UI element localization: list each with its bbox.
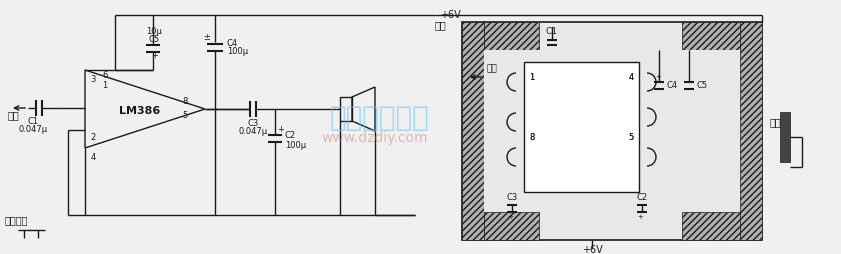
Bar	[484, 212, 539, 240]
Text: 8: 8	[529, 133, 535, 141]
Text: 1: 1	[103, 81, 108, 89]
Text: C3: C3	[247, 119, 259, 129]
Text: www.dzdiy.com: www.dzdiy.com	[322, 131, 428, 145]
Text: C2: C2	[637, 193, 648, 201]
Text: 地线夹子: 地线夹子	[5, 215, 29, 225]
Text: 地线: 地线	[435, 20, 447, 30]
Text: 100μ: 100μ	[227, 47, 248, 56]
Text: C4: C4	[227, 39, 238, 47]
Bar	[340, 97, 352, 121]
Text: 2: 2	[90, 134, 96, 142]
Bar	[780, 112, 790, 162]
Text: 4: 4	[628, 72, 633, 82]
Text: 1: 1	[529, 72, 535, 82]
Text: +: +	[655, 74, 661, 80]
Text: C4: C4	[667, 81, 678, 89]
Text: 5: 5	[182, 112, 188, 120]
Text: C5: C5	[149, 36, 160, 44]
Bar	[524, 62, 639, 192]
Text: +6V: +6V	[440, 10, 461, 20]
Bar	[484, 50, 740, 212]
Text: 5: 5	[628, 133, 633, 141]
Text: C3: C3	[506, 193, 517, 201]
Bar	[462, 22, 484, 240]
Text: 探针: 探针	[8, 110, 19, 120]
Text: 0.047μ: 0.047μ	[19, 124, 48, 134]
Text: C1: C1	[546, 27, 558, 37]
Text: +: +	[507, 214, 513, 220]
Text: 8: 8	[529, 133, 535, 141]
Bar	[484, 22, 539, 50]
Bar	[682, 22, 740, 50]
Text: LM386: LM386	[119, 106, 161, 116]
Text: C1: C1	[28, 117, 39, 125]
Bar	[524, 62, 639, 192]
Text: 4: 4	[628, 72, 633, 82]
Bar	[682, 212, 740, 240]
Text: 电子制作天地: 电子制作天地	[331, 104, 430, 132]
Text: 5: 5	[628, 133, 633, 141]
Text: 负极: 负极	[770, 117, 782, 127]
Text: +: +	[637, 214, 643, 220]
Text: 100μ: 100μ	[285, 140, 306, 150]
Text: 3: 3	[90, 75, 96, 85]
Text: 0.047μ: 0.047μ	[239, 128, 267, 136]
Bar	[462, 22, 762, 240]
Text: 4: 4	[90, 153, 96, 163]
Text: +6V: +6V	[582, 245, 602, 254]
Bar	[740, 22, 762, 240]
Text: +: +	[277, 125, 284, 135]
Text: 6: 6	[103, 71, 108, 80]
Text: C5: C5	[697, 81, 708, 89]
Text: +: +	[151, 51, 158, 59]
Text: C2: C2	[285, 132, 296, 140]
Text: 1: 1	[529, 72, 535, 82]
Text: 8: 8	[182, 97, 188, 105]
Text: ±: ±	[204, 33, 210, 41]
Text: 探针: 探针	[487, 65, 498, 73]
Text: 10μ: 10μ	[146, 26, 162, 36]
